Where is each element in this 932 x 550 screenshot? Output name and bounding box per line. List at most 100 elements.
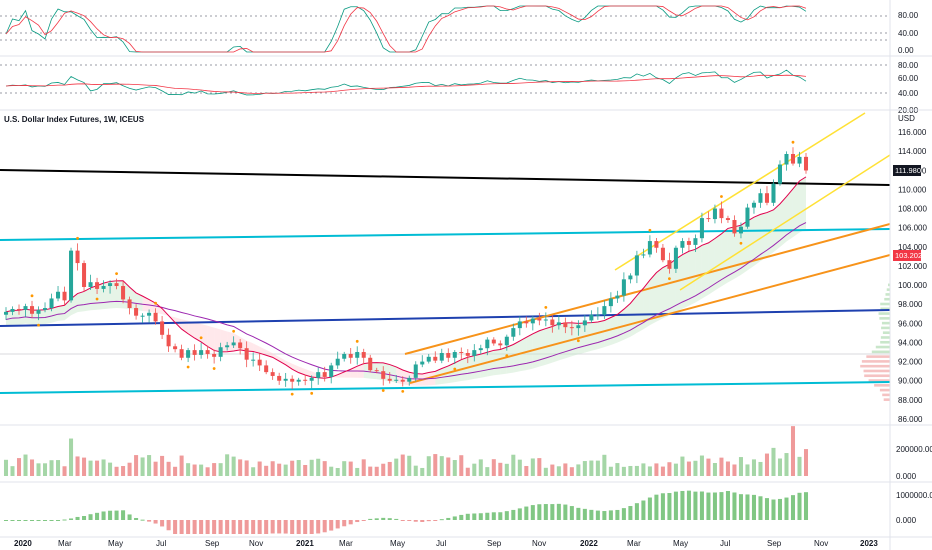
osc-bar [699,491,704,520]
osc-bar [751,494,756,520]
osc-bar [745,494,750,520]
osc-bar [134,517,139,520]
volume-bar [348,461,353,476]
volume-bar [69,438,74,476]
candle-body [517,321,522,329]
cloud-segment [701,242,709,299]
volume-bar [114,466,119,476]
cloud-segment [214,327,221,352]
time-tick: 2021 [296,539,314,548]
osc-bar [303,520,308,534]
volume-bar [121,466,126,476]
candle-body [186,350,191,358]
candle-body [88,282,93,287]
volume-bar [589,460,594,476]
osc-bar [660,493,665,520]
cloud-segment [90,285,98,311]
stoch-tick: 0.00 [898,46,914,55]
osc-bar [108,510,113,520]
candle-body [498,343,503,346]
candle-body [140,315,145,317]
candle-body [173,346,178,350]
candle-body [329,365,334,377]
volume-bar [725,461,730,476]
osc-bar [225,520,230,534]
price-tick: 102.000 [898,262,927,271]
volume-bar [719,457,724,476]
volume-bar [706,458,711,476]
cloud-segment [786,188,793,242]
stoch-tick: 80.00 [898,11,919,20]
osc-bar [16,520,22,521]
candle-body [576,325,581,329]
fractal-low [505,354,509,358]
osc-bar [283,520,288,534]
volume-bar [530,458,535,476]
volume-bar [478,459,483,476]
volume-bar [101,459,106,476]
profile-bar [883,398,890,401]
profile-bar [881,321,890,325]
candle-body [192,350,197,355]
volume-bar [95,460,100,476]
volume-bar [745,464,750,476]
osc-bar [322,520,327,533]
fractal-low [453,367,457,371]
ma-slow-line [5,222,807,380]
cloud-segment [337,371,345,378]
osc-bar [69,518,74,520]
osc-bar [602,511,607,520]
cloud-segment [643,280,650,330]
volume-bar [387,461,392,476]
candle-body [3,311,9,315]
osc-bar [381,517,386,520]
trend-lines [0,112,891,394]
candle-body [348,353,353,358]
cloud-segment [656,267,663,322]
cloud-segment [350,366,358,378]
volume-profile [860,283,890,401]
volume-bar [30,459,35,476]
candle-body [160,321,165,335]
volume-bar [303,464,308,476]
cloud-segment [727,226,735,283]
cloud-segment [779,196,787,247]
volume-bar [277,463,282,476]
osc-bar [30,520,35,521]
candle-body [49,298,54,309]
fractal-low [290,392,294,396]
candle-body [257,359,262,366]
osc-bar [342,520,347,527]
price-tick: 98.000 [898,300,923,309]
volume-bar [654,463,659,476]
candle-body [472,350,477,356]
price-tick: 110.000 [898,185,927,194]
osc-bar [686,490,691,520]
fractal-high [648,228,652,232]
cloud-segment [766,209,774,257]
fractal-low [401,390,405,393]
volume-bar [803,449,809,476]
osc-bar [368,518,373,520]
fractal-low [668,277,671,281]
fractal-high [199,336,203,340]
time-tick: Mar [339,539,353,548]
stoch-k-line [5,5,807,53]
time-tick: Sep [767,539,782,548]
profile-bar [863,369,890,373]
cloud-segment [292,363,299,373]
candle-body [101,286,106,289]
osc-bar [394,518,399,520]
volume-bar [322,461,327,476]
volume-bar [140,457,145,476]
candle-body [543,319,548,321]
osc-bar [758,496,763,520]
osc-bar [43,520,48,521]
candle-body [751,202,756,208]
fractal-low [381,389,385,392]
osc-bar [238,520,243,534]
osc-bar [95,512,100,520]
fractal-low [212,367,216,370]
